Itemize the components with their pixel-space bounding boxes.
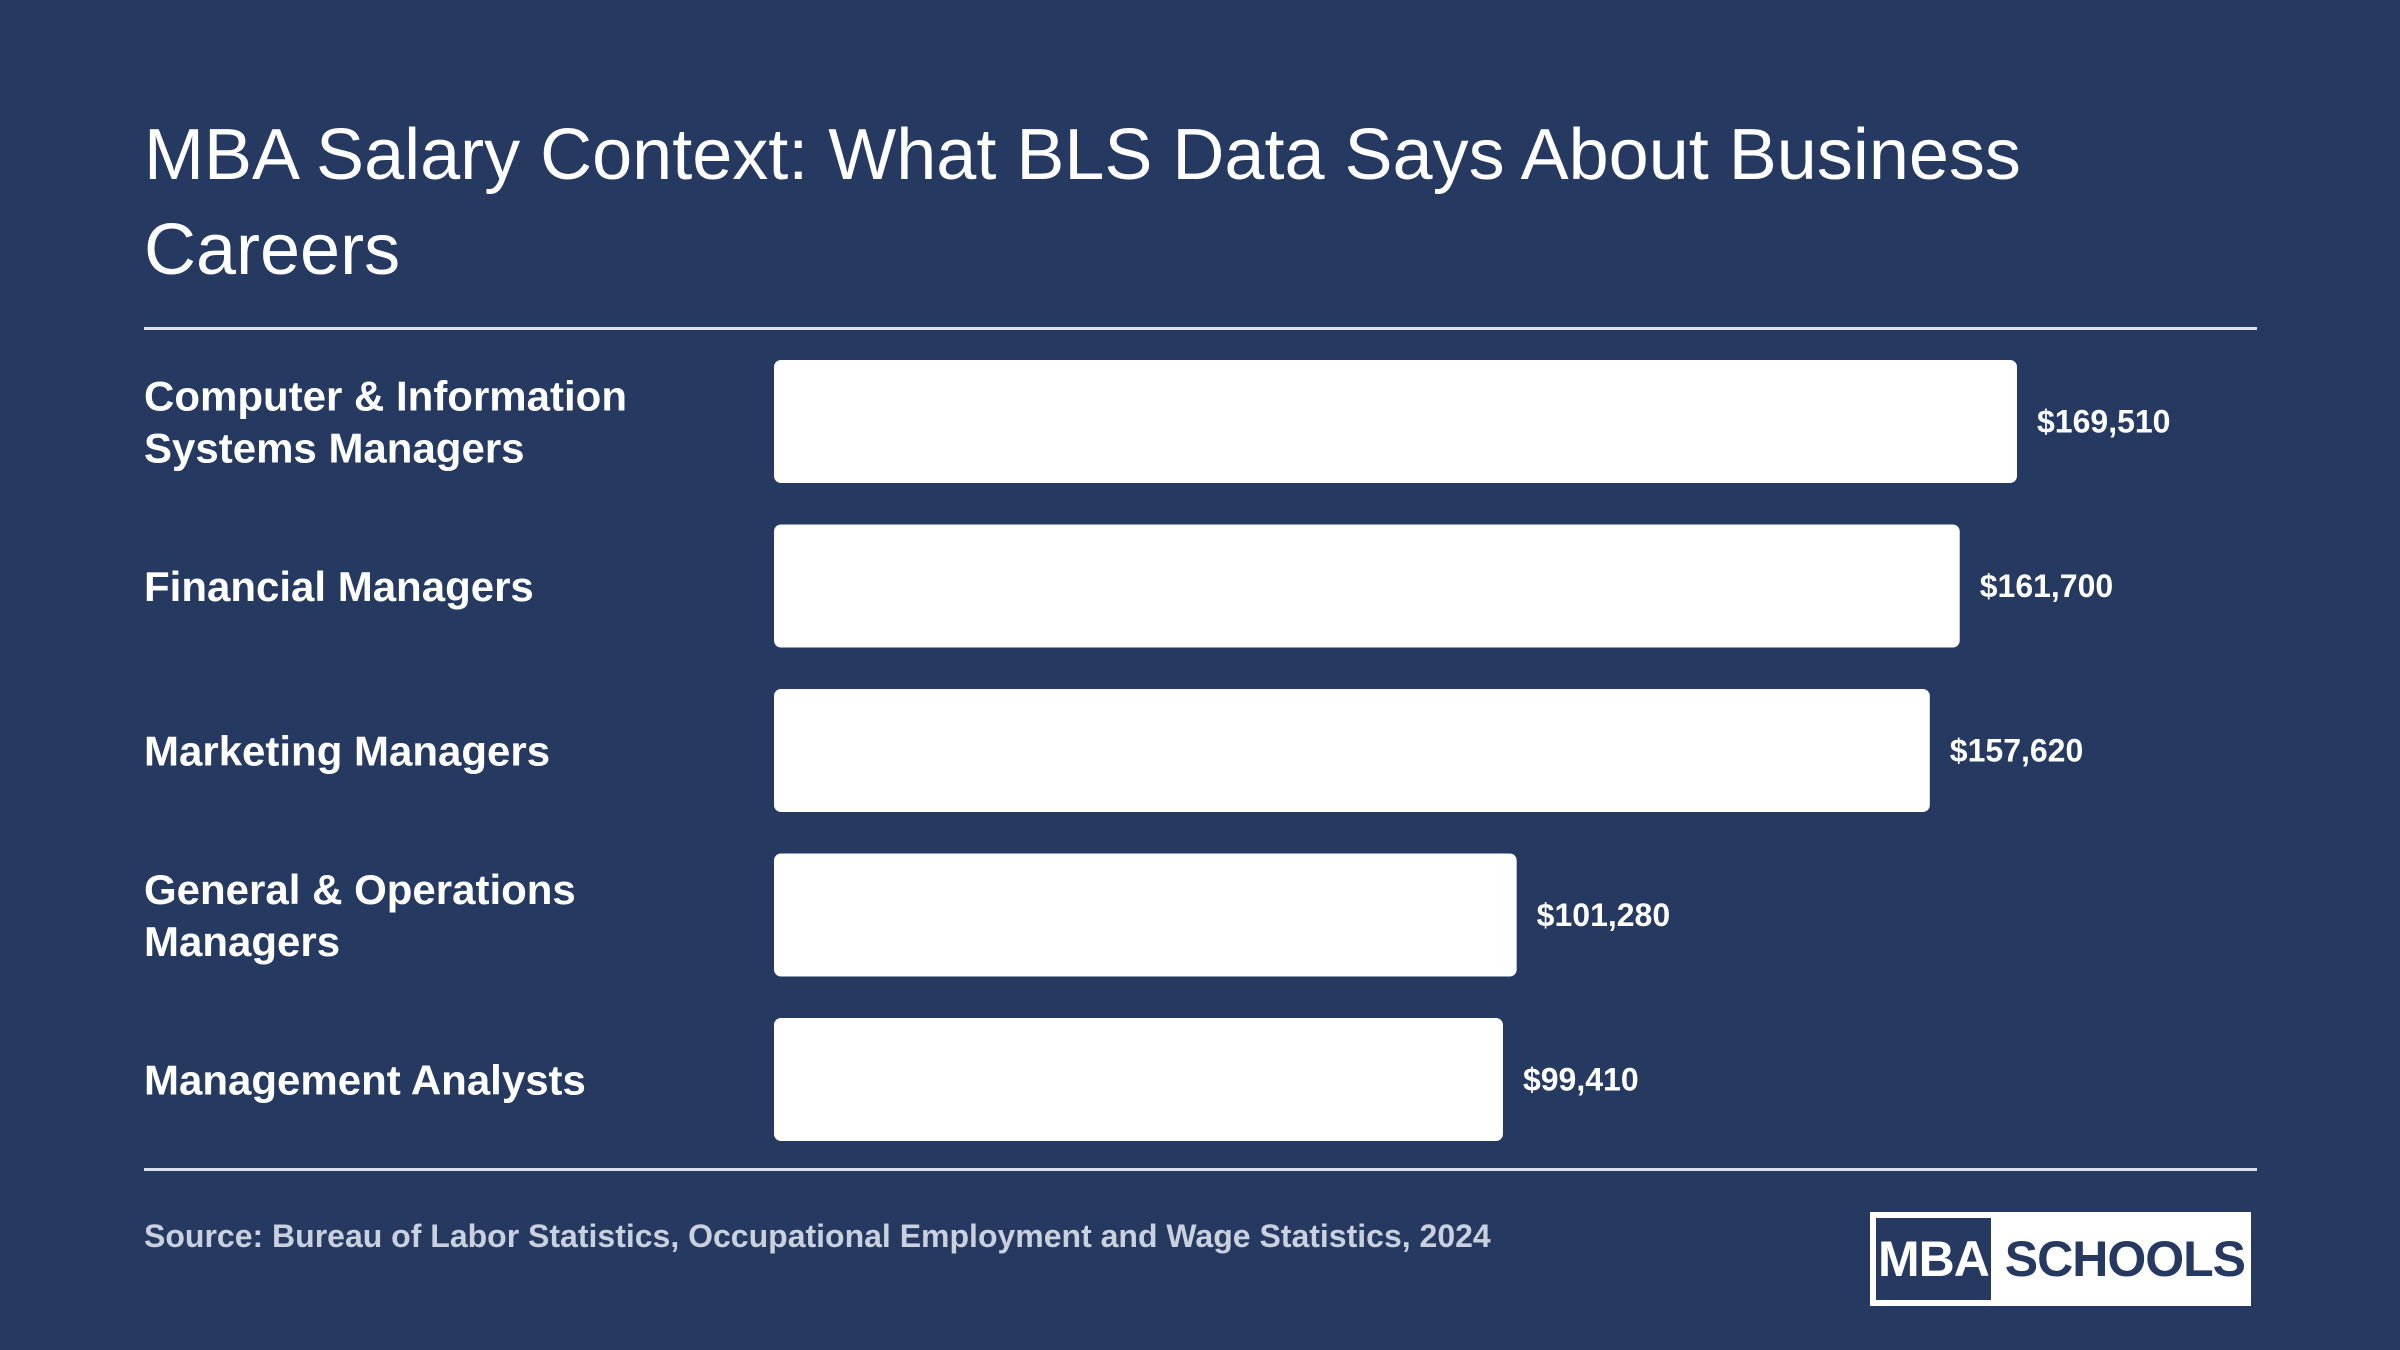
salary-bar bbox=[774, 853, 1517, 977]
bottom-divider bbox=[144, 1168, 2257, 1171]
category-label: General & Operations bbox=[144, 866, 576, 913]
mba-schools-logo: MBA SCHOOLS bbox=[1870, 1212, 2251, 1306]
category-label: Management Analysts bbox=[144, 1057, 586, 1104]
value-label: $101,280 bbox=[1537, 897, 1670, 933]
value-label: $157,620 bbox=[1950, 733, 2083, 769]
logo-mba-text: MBA bbox=[1876, 1218, 1991, 1300]
value-label: $169,510 bbox=[2037, 404, 2170, 440]
category-label: Computer & Information bbox=[144, 373, 627, 420]
salary-bar bbox=[774, 360, 2017, 483]
logo-schools-text: SCHOOLS bbox=[2004, 1231, 2246, 1287]
category-label: Marketing Managers bbox=[144, 728, 550, 775]
source-note: Source: Bureau of Labor Statistics, Occu… bbox=[144, 1218, 1491, 1254]
category-label: Managers bbox=[144, 918, 340, 965]
category-label: Systems Managers bbox=[144, 425, 525, 472]
salary-bar bbox=[774, 1018, 1503, 1141]
value-label: $99,410 bbox=[1523, 1062, 1639, 1098]
chart-title: MBA Salary Context: What BLS Data Says A… bbox=[144, 115, 2021, 290]
salary-bar bbox=[774, 689, 1930, 812]
value-label: $161,700 bbox=[1980, 568, 2113, 604]
top-divider bbox=[144, 327, 2257, 330]
salary-bar bbox=[774, 524, 1960, 648]
category-label: Financial Managers bbox=[144, 563, 534, 610]
